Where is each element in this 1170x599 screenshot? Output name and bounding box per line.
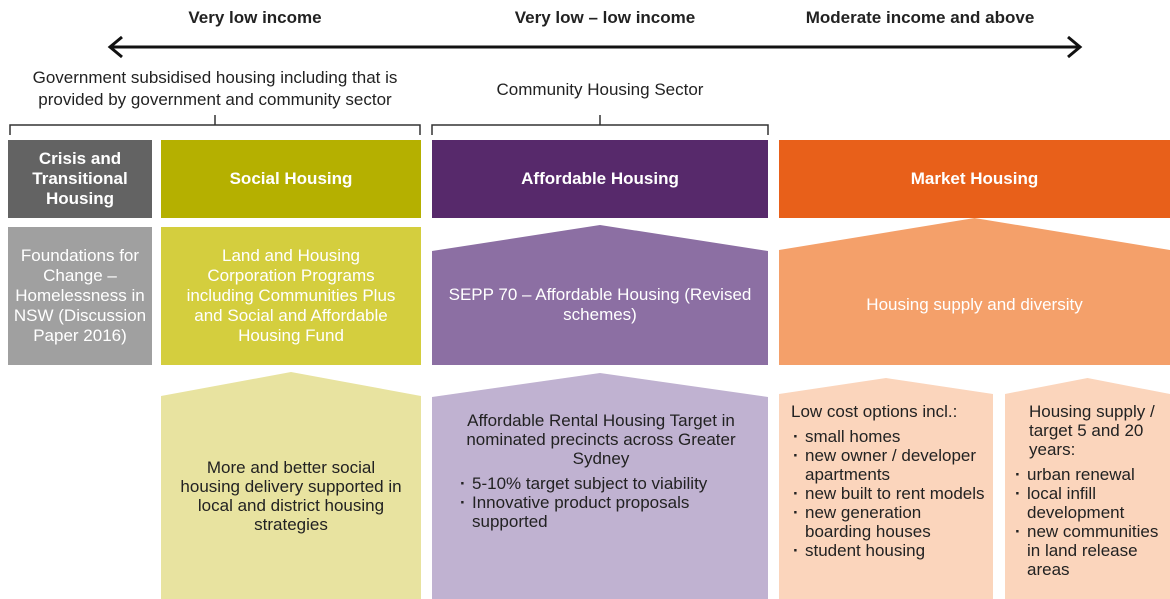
bullet: new communities in land release areas (1013, 522, 1170, 579)
outcome: Low cost options incl.: small homesnew o… (779, 378, 993, 599)
outcome: Housing supply / target 5 and 20 years: … (1005, 378, 1170, 599)
bullet-list: small homesnew owner / developer apartme… (791, 427, 985, 560)
program: Land and Housing Corporation Programs in… (161, 227, 421, 365)
connectors (9, 35, 1083, 135)
bullet: new built to rent models (791, 484, 985, 503)
spectrum-label: Very low – low income (514, 8, 696, 27)
bullet: student housing (791, 541, 985, 560)
bullet-list: 5-10% target subject to viabilityInnovat… (458, 474, 744, 531)
outcome: More and better social housing delivery … (161, 372, 421, 599)
column-header: Affordable Housing (432, 140, 768, 218)
group-label: Government subsidised housing including … (32, 68, 398, 109)
bullet-list: urban renewallocal infill developmentnew… (1013, 465, 1170, 579)
column-header: Market Housing (779, 140, 1170, 218)
bullet: Innovative product proposals supported (458, 493, 744, 531)
program: Foundations for Change – Homelessness in… (8, 227, 152, 365)
program: SEPP 70 – Affordable Housing (Revised sc… (432, 225, 768, 365)
outcome-text: Low cost options incl.: (791, 402, 958, 421)
bullet: new owner / developer apartments (791, 446, 985, 484)
column-header: Crisis and Transitional Housing (8, 140, 152, 218)
income-arrow (107, 35, 1083, 59)
outcome-text: More and better social housing delivery … (180, 457, 402, 534)
bullet: 5-10% target subject to viability (458, 474, 744, 493)
program: Housing supply and diversity (779, 218, 1170, 365)
spectrum-label: Moderate income and above (805, 8, 1035, 27)
outcome-text: Housing supply / target 5 and 20 years: (1029, 402, 1155, 459)
bullet: small homes (791, 427, 985, 446)
outcome: Affordable Rental Housing Target in nomi… (432, 373, 768, 599)
brackets (9, 115, 769, 135)
bullet: new generation boarding houses (791, 503, 985, 541)
group-label: Community Housing Sector (496, 80, 704, 99)
spectrum-label: Very low income (188, 8, 322, 27)
bullet: urban renewal (1013, 465, 1170, 484)
column-header: Social Housing (161, 140, 421, 218)
bullet: local infill development (1013, 484, 1170, 522)
outcome-text: Affordable Rental Housing Target in nomi… (466, 411, 736, 468)
